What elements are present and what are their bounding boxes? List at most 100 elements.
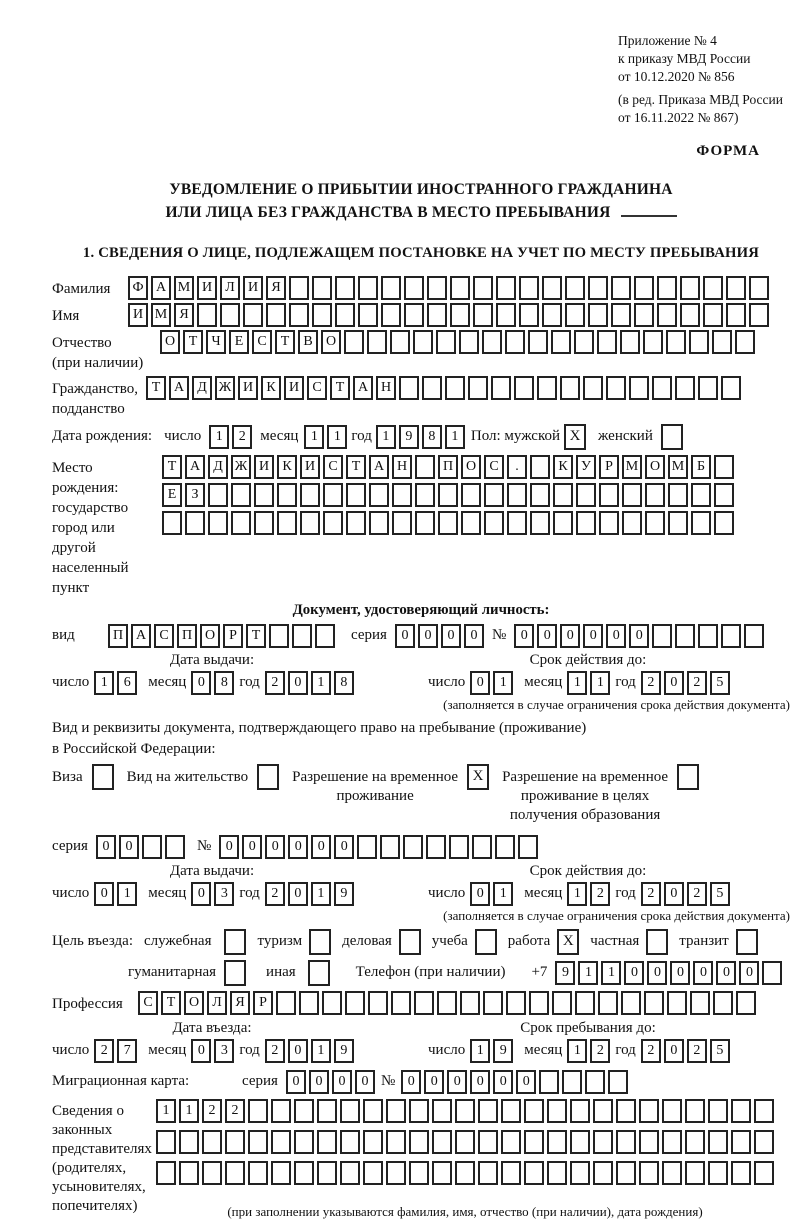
char-cell[interactable] <box>156 1129 176 1154</box>
char-cell[interactable] <box>645 482 665 507</box>
char-cell[interactable]: М <box>174 275 194 300</box>
char-cell[interactable]: А <box>151 275 171 300</box>
char-cell[interactable]: 0 <box>308 1069 329 1094</box>
char-cell[interactable]: И <box>243 275 263 300</box>
char-cell[interactable] <box>537 375 557 400</box>
char-cell[interactable] <box>317 1160 337 1185</box>
other-purpose-checkbox[interactable] <box>307 959 330 986</box>
char-cell[interactable] <box>551 329 571 354</box>
char-cell[interactable] <box>292 623 312 648</box>
char-cell[interactable]: 0 <box>354 1069 375 1094</box>
char-cell[interactable] <box>599 482 619 507</box>
char-cell[interactable] <box>501 1129 521 1154</box>
char-cell[interactable] <box>225 1129 245 1154</box>
char-cell[interactable]: 0 <box>516 1069 537 1094</box>
char-cell[interactable] <box>553 510 573 535</box>
char-cell[interactable] <box>317 1098 337 1123</box>
char-cell[interactable] <box>381 275 401 300</box>
char-cell[interactable]: 1 <box>304 424 325 449</box>
char-cell[interactable]: Л <box>207 990 227 1015</box>
char-cell[interactable] <box>340 1129 360 1154</box>
char-cell[interactable]: 1 <box>117 881 138 906</box>
char-cell[interactable] <box>621 990 641 1015</box>
char-cell[interactable] <box>392 482 412 507</box>
char-cell[interactable] <box>524 1160 544 1185</box>
char-cell[interactable] <box>445 375 465 400</box>
char-cell[interactable] <box>399 375 419 400</box>
char-cell[interactable] <box>518 834 539 859</box>
char-cell[interactable] <box>335 302 355 327</box>
char-cell[interactable] <box>714 482 734 507</box>
char-cell[interactable] <box>455 1129 475 1154</box>
char-cell[interactable] <box>271 1098 291 1123</box>
char-cell[interactable]: 1 <box>567 1038 588 1063</box>
char-cell[interactable] <box>501 1098 521 1123</box>
char-cell[interactable] <box>415 510 435 535</box>
char-cell[interactable]: 9 <box>333 881 354 906</box>
char-cell[interactable]: И <box>284 375 304 400</box>
char-cell[interactable]: 2 <box>202 1098 222 1123</box>
char-cell[interactable] <box>744 623 765 648</box>
char-cell[interactable] <box>315 623 335 648</box>
char-cell[interactable] <box>346 482 366 507</box>
char-cell[interactable] <box>461 510 481 535</box>
char-cell[interactable]: 0 <box>514 623 535 648</box>
char-cell[interactable] <box>691 482 711 507</box>
char-cell[interactable] <box>639 1160 659 1185</box>
char-cell[interactable] <box>413 329 433 354</box>
char-cell[interactable] <box>426 834 447 859</box>
char-cell[interactable]: 1 <box>567 670 588 695</box>
char-cell[interactable] <box>436 329 456 354</box>
char-cell[interactable]: 1 <box>578 960 599 985</box>
char-cell[interactable]: 2 <box>640 670 661 695</box>
char-cell[interactable] <box>657 302 677 327</box>
char-cell[interactable]: 7 <box>117 1038 138 1063</box>
char-cell[interactable]: 0 <box>670 960 691 985</box>
char-cell[interactable]: М <box>622 454 642 479</box>
char-cell[interactable] <box>404 275 424 300</box>
char-cell[interactable]: Я <box>266 275 286 300</box>
char-cell[interactable]: 1 <box>310 1038 331 1063</box>
char-cell[interactable] <box>622 482 642 507</box>
char-cell[interactable]: Я <box>230 990 250 1015</box>
char-cell[interactable]: 1 <box>493 670 514 695</box>
char-cell[interactable]: 0 <box>663 1038 684 1063</box>
char-cell[interactable]: 0 <box>417 623 438 648</box>
char-cell[interactable]: 1 <box>444 424 465 449</box>
char-cell[interactable]: 0 <box>629 623 650 648</box>
char-cell[interactable] <box>736 990 756 1015</box>
char-cell[interactable]: 0 <box>624 960 645 985</box>
char-cell[interactable]: 2 <box>590 1038 611 1063</box>
char-cell[interactable] <box>344 329 364 354</box>
char-cell[interactable]: 2 <box>640 1038 661 1063</box>
char-cell[interactable]: 2 <box>590 881 611 906</box>
char-cell[interactable]: 1 <box>601 960 622 985</box>
char-cell[interactable]: Д <box>192 375 212 400</box>
char-cell[interactable]: Ч <box>206 329 226 354</box>
char-cell[interactable]: И <box>254 454 274 479</box>
char-cell[interactable] <box>220 302 240 327</box>
char-cell[interactable]: Л <box>220 275 240 300</box>
char-cell[interactable] <box>472 834 493 859</box>
char-cell[interactable] <box>708 1129 728 1154</box>
char-cell[interactable] <box>276 990 296 1015</box>
char-cell[interactable] <box>731 1129 751 1154</box>
char-cell[interactable] <box>611 302 631 327</box>
char-cell[interactable]: 0 <box>219 834 240 859</box>
char-cell[interactable]: Ж <box>231 454 251 479</box>
char-cell[interactable] <box>539 1069 560 1094</box>
char-cell[interactable] <box>708 1160 728 1185</box>
char-cell[interactable] <box>712 329 732 354</box>
char-cell[interactable] <box>346 510 366 535</box>
char-cell[interactable] <box>197 302 217 327</box>
char-cell[interactable] <box>225 1160 245 1185</box>
char-cell[interactable]: 8 <box>421 424 442 449</box>
char-cell[interactable] <box>340 1098 360 1123</box>
char-cell[interactable] <box>565 302 585 327</box>
char-cell[interactable] <box>606 375 626 400</box>
char-cell[interactable]: 2 <box>640 881 661 906</box>
char-cell[interactable] <box>266 302 286 327</box>
char-cell[interactable] <box>560 375 580 400</box>
char-cell[interactable]: 2 <box>94 1038 115 1063</box>
char-cell[interactable] <box>415 454 435 479</box>
